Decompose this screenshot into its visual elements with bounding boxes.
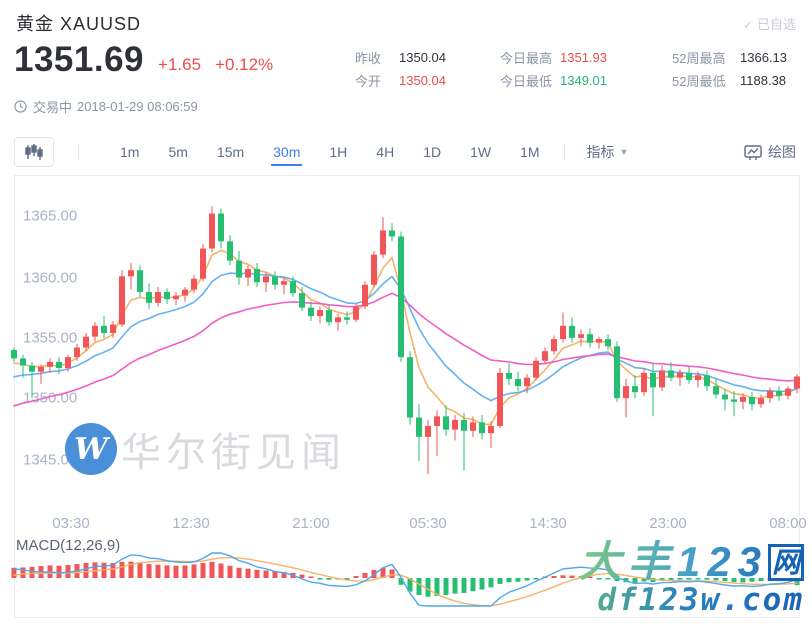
stat-day-high: 今日最高 1351.93 <box>500 50 607 66</box>
y-axis-label: 1365.00 <box>23 207 78 225</box>
candlestick-icon <box>25 144 43 160</box>
x-axis-label: 08:00 <box>769 515 807 532</box>
timeframe-1d[interactable]: 1D <box>423 144 442 160</box>
timeframe-1mo[interactable]: 1M <box>520 144 540 160</box>
watchlist-label: 已自选 <box>756 17 796 32</box>
chevron-down-icon: ▼ <box>619 147 629 157</box>
stat-52w-low: 52周最低 1188.38 <box>672 73 787 89</box>
stats-col-1: 昨收 1350.04 今开 1350.04 <box>355 46 446 92</box>
draw-icon <box>744 144 762 160</box>
macd-indicator-label: MACD(12,26,9) <box>16 537 121 554</box>
stats-col-2: 今日最高 1351.93 今日最低 1349.01 <box>500 46 607 92</box>
y-axis-label: 1360.00 <box>23 269 78 287</box>
timeframe-list: 1m 5m 15m 30m 1H 4H 1D 1W 1M <box>91 136 540 168</box>
x-axis-label: 03:30 <box>52 515 90 532</box>
x-axis-label: 21:00 <box>292 515 330 532</box>
stats-col-3: 52周最高 1366.13 52周最低 1188.38 <box>672 46 787 92</box>
status-datetime: 2018-01-29 08:06:59 <box>77 99 198 114</box>
timeframe-1h[interactable]: 1H <box>329 144 348 160</box>
y-axis-label: 1355.00 <box>23 329 78 347</box>
toolbar-divider <box>78 144 79 160</box>
x-axis-label: 14:30 <box>529 515 567 532</box>
page-title: 黄金 XAUUSD <box>16 14 142 34</box>
price-change-percent: +0.12% <box>215 55 274 74</box>
stat-day-low: 今日最低 1349.01 <box>500 73 607 89</box>
site-watermark: W 华尔街见闻 <box>65 420 346 478</box>
market-status: 交易中 2018-01-29 08:06:59 <box>14 97 198 116</box>
chart-toolbar: 1m 5m 15m 30m 1H 4H 1D 1W 1M 指标 ▼ 绘图 <box>0 133 812 171</box>
timeframe-1w[interactable]: 1W <box>470 144 492 160</box>
stat-52w-high: 52周最高 1366.13 <box>672 50 787 66</box>
x-axis-label: 12:30 <box>172 515 210 532</box>
indicator-dropdown[interactable]: 指标 ▼ <box>586 144 629 160</box>
price-change: +1.65 <box>158 55 202 74</box>
x-axis-label: 23:00 <box>649 515 687 532</box>
stat-open: 今开 1350.04 <box>355 73 446 89</box>
price-row: 1351.69 +1.65 +0.12% <box>14 40 273 80</box>
draw-button[interactable]: 绘图 <box>744 142 796 162</box>
chart-type-button[interactable] <box>14 137 54 167</box>
x-axis-label: 05:30 <box>409 515 447 532</box>
chart-panel: 1365.00 1360.00 1355.00 1350.00 1345.00 … <box>14 175 807 618</box>
site-watermark-text: 华尔街见闻 <box>121 431 346 475</box>
toolbar-divider <box>563 144 565 160</box>
watchlist-button[interactable]: ✓ 已自选 <box>743 14 796 33</box>
status-text: 交易中 <box>33 100 73 115</box>
timeframe-1m[interactable]: 1m <box>120 144 140 160</box>
timeframe-5m[interactable]: 5m <box>168 144 188 160</box>
stat-prev-close: 昨收 1350.04 <box>355 50 446 66</box>
site-logo: W <box>65 423 117 475</box>
y-axis-label: 1345.00 <box>23 451 78 469</box>
timeframe-30m[interactable]: 30m <box>271 136 303 168</box>
clock-icon <box>14 100 27 113</box>
timeframe-15m[interactable]: 15m <box>216 144 245 160</box>
check-icon: ✓ <box>742 18 753 32</box>
last-price: 1351.69 <box>14 40 145 79</box>
timeframe-4h[interactable]: 4H <box>376 144 395 160</box>
